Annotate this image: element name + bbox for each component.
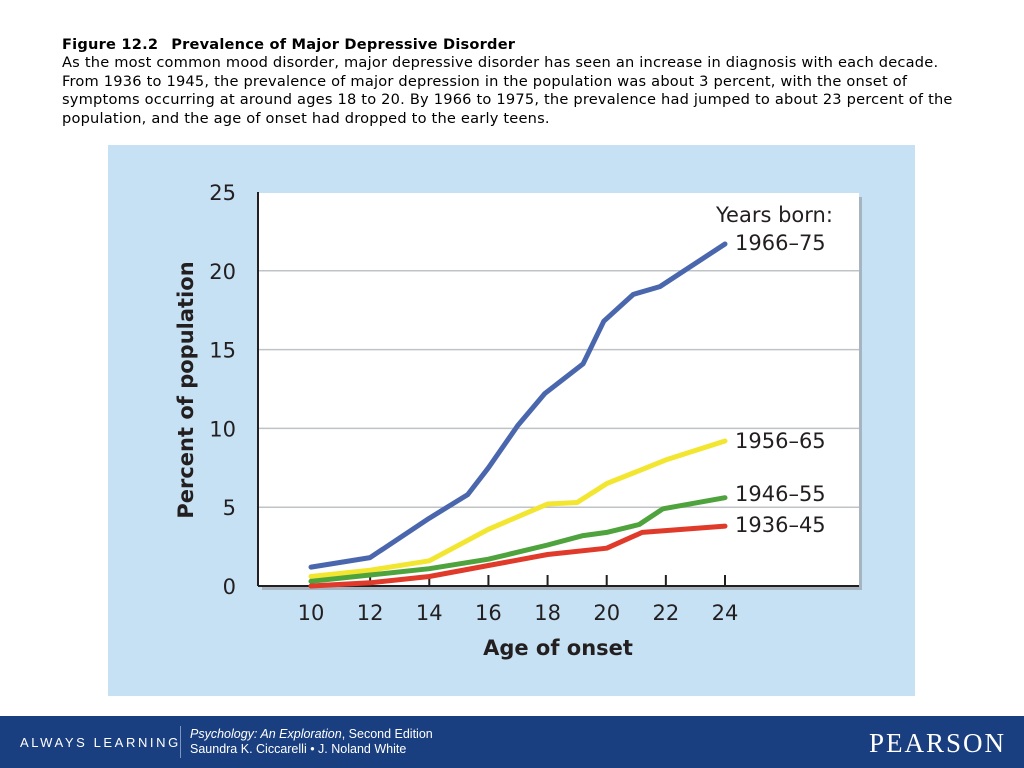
footer-book-info: Psychology: An Exploration, Second Editi… — [190, 727, 433, 757]
y-tick-label-0: 0 — [223, 575, 236, 599]
x-tick-label-18: 18 — [534, 601, 561, 625]
footer-bar: ALWAYS LEARNING Psychology: An Explorati… — [0, 716, 1024, 768]
series-label-1966–75: 1966–75 — [735, 231, 826, 255]
line-chart: 0 5 10 15 20 25 10 12 14 16 18 20 22 24 1966–75 1956–65… — [174, 181, 859, 660]
series-label-1956–65: 1956–65 — [735, 429, 826, 453]
series-line-1946–55 — [308, 495, 728, 584]
book-authors: Saundra K. Ciccarelli • J. Noland White — [190, 742, 407, 756]
footer-tagline: ALWAYS LEARNING — [20, 735, 181, 750]
plot-area — [258, 193, 859, 586]
tick-labels: 0 5 10 15 20 25 10 12 14 16 18 20 22 24 1966–75 1956–65… — [209, 181, 825, 625]
x-tick-label-22: 22 — [652, 601, 679, 625]
legend-title: Years born: — [715, 203, 833, 227]
axes — [257, 192, 859, 587]
x-tick-label-14: 14 — [416, 601, 443, 625]
figure-caption: Figure 12.2 Prevalence of Major Depressiv… — [62, 36, 962, 128]
x-tick-label-12: 12 — [357, 601, 384, 625]
book-title: Psychology: An Exploration — [190, 727, 342, 741]
x-tick-label-20: 20 — [593, 601, 620, 625]
y-tick-label-20: 20 — [209, 260, 236, 284]
x-tick-label-24: 24 — [712, 601, 739, 625]
y-tick-label-5: 5 — [223, 496, 236, 520]
data-series — [308, 241, 728, 589]
series-line-1956–65 — [308, 438, 728, 579]
x-tick-label-16: 16 — [475, 601, 502, 625]
figure-label: Figure 12.2 — [62, 36, 159, 53]
footer-divider — [180, 726, 181, 758]
figure-title: Prevalence of Major Depressive Disorder — [171, 36, 516, 53]
x-tick-label-10: 10 — [298, 601, 325, 625]
x-axis-title: Age of onset — [483, 636, 633, 660]
series-line-1936–45 — [308, 523, 728, 589]
figure-description: As the most common mood disorder, major … — [62, 54, 953, 127]
y-axis-title: Percent of population — [174, 261, 198, 518]
book-edition: , Second Edition — [341, 727, 433, 741]
series-line-1966–75 — [308, 241, 728, 570]
publisher-logo: PEARSON — [868, 728, 1006, 758]
y-tick-label-15: 15 — [209, 339, 236, 363]
y-tick-label-10: 10 — [209, 417, 236, 441]
book-title-line: Psychology: An Exploration, Second Editi… — [190, 727, 433, 742]
series-label-1946–55: 1946–55 — [735, 482, 826, 506]
series-label-1936–45: 1936–45 — [735, 513, 826, 537]
figure-heading: Figure 12.2 Prevalence of Major Depressiv… — [62, 36, 962, 54]
gridlines — [258, 270, 859, 508]
y-tick-label-25: 25 — [209, 181, 236, 205]
